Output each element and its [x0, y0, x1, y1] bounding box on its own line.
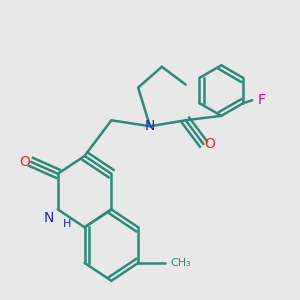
Text: O: O: [20, 155, 31, 169]
Text: CH₃: CH₃: [171, 258, 192, 268]
Text: H: H: [63, 219, 71, 229]
Text: N: N: [44, 212, 54, 225]
Text: N: N: [145, 119, 155, 133]
Text: F: F: [258, 93, 266, 107]
Text: O: O: [204, 137, 215, 151]
